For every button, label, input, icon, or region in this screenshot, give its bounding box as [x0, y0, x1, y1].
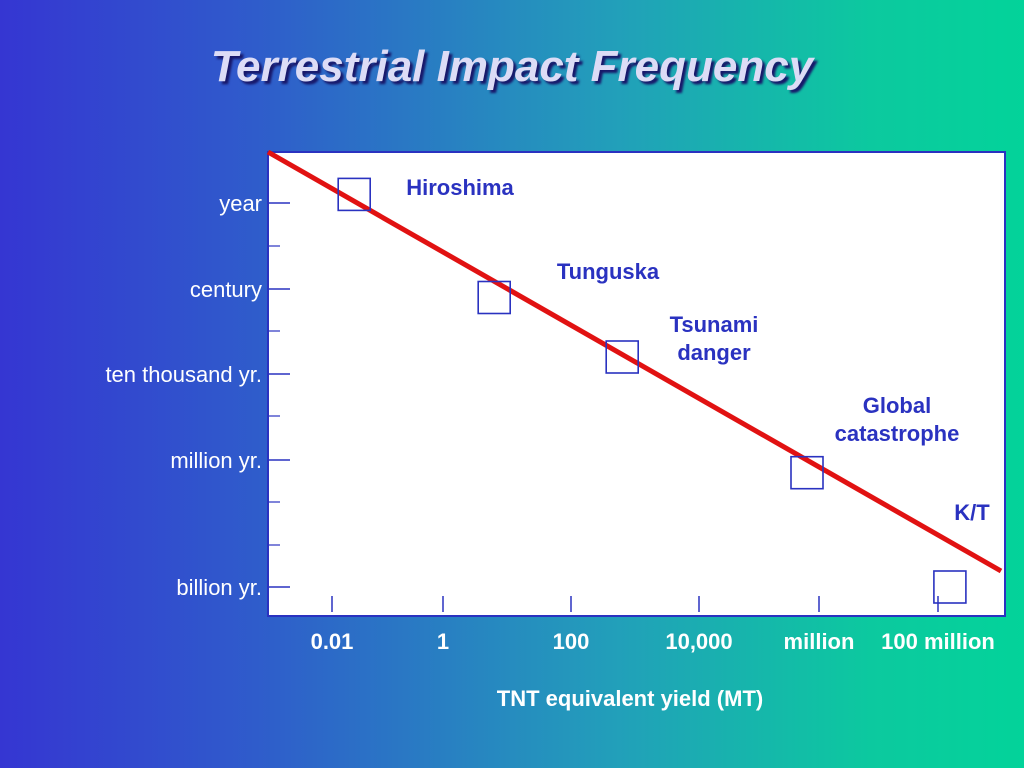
event-label: K/T	[954, 500, 990, 525]
event-label: Global catastrophe	[835, 393, 960, 446]
y-tick-label: year	[219, 191, 262, 216]
event-label-line: Tunguska	[557, 259, 660, 284]
event-label: Tunguska	[557, 259, 660, 284]
x-tick-label: 100 million	[881, 629, 995, 654]
y-tick-label: billion yr.	[176, 575, 262, 600]
event-marker	[790, 455, 824, 490]
x-axis-title: TNT equivalent yield (MT)	[497, 686, 763, 711]
event-label-line: Tsunami	[670, 312, 759, 337]
event-label: Hiroshima	[406, 175, 514, 200]
event-marker	[933, 570, 967, 604]
y-axis: year century ten thousand yr. million yr. bi…	[105, 191, 290, 600]
event-marker	[605, 340, 640, 374]
x-tick-label: 10,000	[665, 629, 732, 654]
event-label-line: Hiroshima	[406, 175, 514, 200]
y-minor-ticks	[268, 245, 280, 546]
event-label-line: catastrophe	[835, 421, 960, 446]
y-tick-label: million yr.	[170, 448, 262, 473]
event-marker	[477, 280, 512, 315]
event-label-line: danger	[677, 340, 751, 365]
y-tick-label: ten thousand yr.	[105, 362, 262, 387]
event-markers	[337, 177, 967, 604]
x-tick-label: 100	[553, 629, 590, 654]
x-tick-label: million	[784, 629, 855, 654]
x-axis: 0.01 1 100 10,000 million 100 million	[311, 596, 995, 654]
trend-line	[266, 149, 1003, 574]
x-tick-label: 1	[437, 629, 449, 654]
slide-title: Terrestrial Impact Frequency	[210, 42, 814, 91]
event-label-line: K/T	[954, 500, 990, 525]
x-tick-label: 0.01	[311, 629, 354, 654]
event-annotations: Hiroshima Tunguska Tsunami danger Global cata…	[406, 175, 990, 525]
plot-area	[267, 151, 1006, 617]
event-marker	[337, 177, 372, 212]
y-tick-label: century	[190, 277, 262, 302]
event-label: Tsunami danger	[670, 312, 759, 365]
event-label-line: Global	[863, 393, 931, 418]
